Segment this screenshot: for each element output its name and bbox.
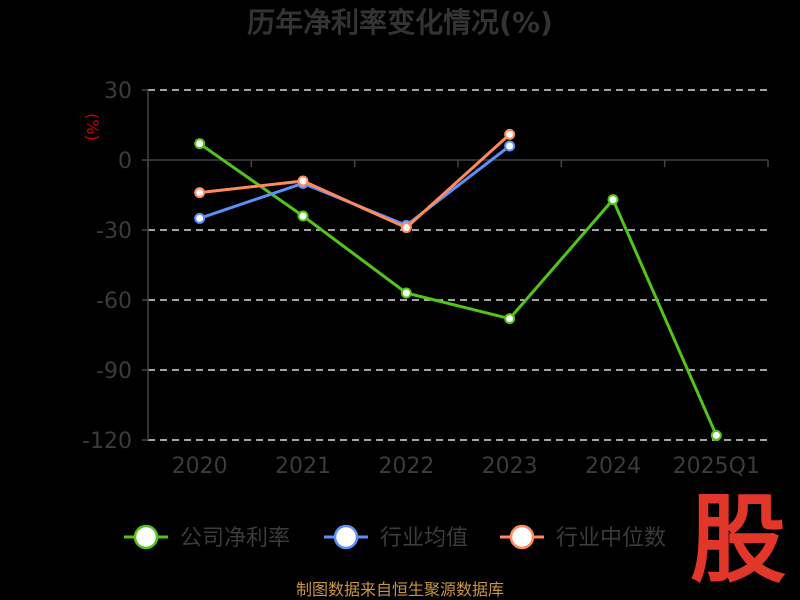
x-tick-label: 2023 bbox=[482, 454, 538, 479]
data-point bbox=[400, 222, 412, 234]
legend-label: 行业均值 bbox=[380, 526, 468, 551]
y-tick-label: 30 bbox=[104, 79, 132, 104]
y-axis-ticks: 30 0 -30 -60 -90 -120 bbox=[82, 79, 148, 454]
y-axis-unit: (%) bbox=[83, 113, 102, 141]
data-point bbox=[710, 429, 722, 441]
legend-item[interactable]: 行业中位数 bbox=[500, 524, 666, 551]
grid-lines bbox=[148, 89, 768, 441]
y-tick-label: -60 bbox=[96, 289, 132, 314]
legend-label: 公司净利率 bbox=[180, 526, 290, 551]
data-point bbox=[194, 187, 206, 199]
x-tick-label: 2025Q1 bbox=[673, 454, 760, 479]
y-tick-label: -90 bbox=[96, 359, 132, 384]
data-point bbox=[607, 194, 619, 206]
y-tick-label: -30 bbox=[96, 219, 132, 244]
series-line bbox=[199, 144, 511, 227]
legend-marker bbox=[333, 524, 359, 550]
legend-item[interactable]: 公司净利率 bbox=[124, 524, 290, 551]
legend-label: 行业中位数 bbox=[556, 526, 666, 551]
series-1 bbox=[194, 138, 722, 441]
data-point bbox=[297, 175, 309, 187]
legend-marker bbox=[509, 524, 535, 550]
series-3 bbox=[194, 128, 516, 234]
data-point bbox=[504, 313, 516, 325]
data-point bbox=[504, 140, 516, 152]
data-point bbox=[504, 128, 516, 140]
x-tick-label: 2022 bbox=[378, 454, 434, 479]
axes bbox=[147, 90, 768, 440]
y-tick-label: -120 bbox=[82, 429, 132, 454]
x-tick-label: 2021 bbox=[275, 454, 331, 479]
data-point bbox=[194, 138, 206, 150]
series-2 bbox=[194, 140, 516, 231]
data-point bbox=[297, 210, 309, 222]
series-line bbox=[198, 142, 718, 436]
data-source-note: 制图数据来自恒生聚源数据库 bbox=[296, 580, 504, 599]
data-point bbox=[400, 287, 412, 299]
y-tick-label: 0 bbox=[118, 149, 132, 174]
brand-logo: 股 bbox=[690, 484, 786, 596]
x-tick-label: 2024 bbox=[585, 454, 641, 479]
data-point bbox=[194, 212, 206, 224]
legend-item[interactable]: 行业均值 bbox=[324, 524, 468, 551]
series-layer bbox=[194, 128, 722, 441]
x-tick-label: 2020 bbox=[172, 454, 228, 479]
series-line bbox=[199, 133, 511, 230]
legend[interactable]: 公司净利率 行业均值 行业中位数 bbox=[124, 524, 666, 551]
x-axis-ticks: 2020 2021 2022 2023 2024 2025Q1 bbox=[147, 160, 769, 479]
chart-title: 历年净利率变化情况(%) bbox=[247, 6, 553, 39]
legend-marker bbox=[133, 524, 159, 550]
